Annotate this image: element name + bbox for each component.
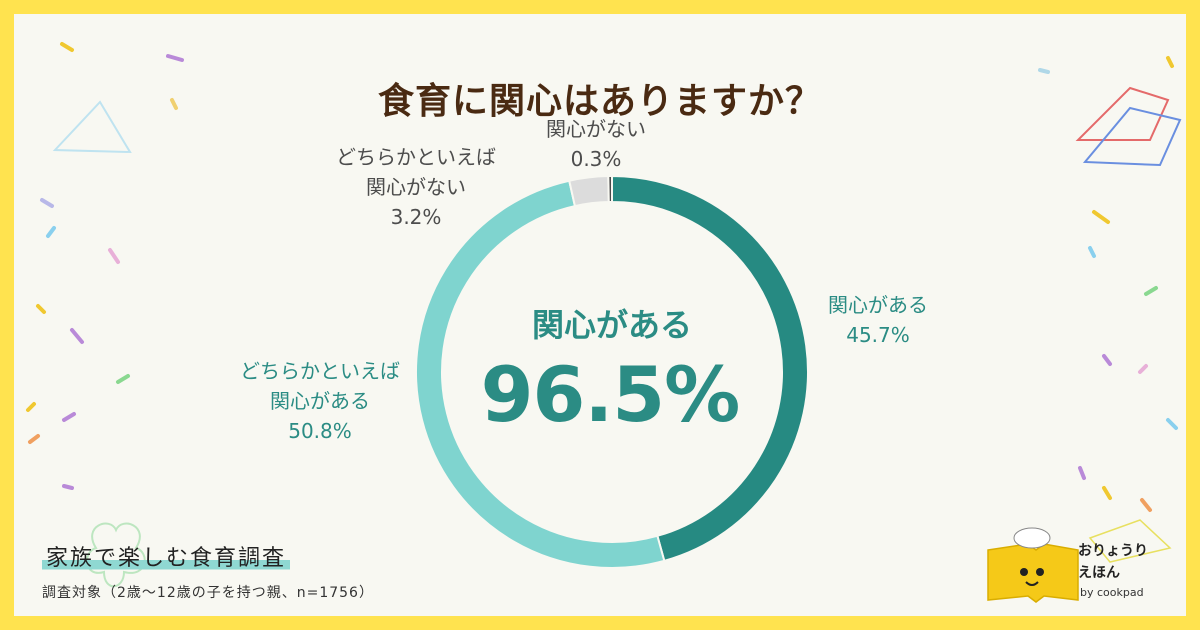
center-label: 関心がある [531, 306, 692, 344]
label-somewhat-not-pct: 3.2% [390, 205, 442, 229]
label-very-interested: 関心がある 45.7% [808, 290, 948, 350]
confetti [26, 42, 1178, 512]
slice-somewhat-not-interested [568, 175, 610, 208]
logo-frame [1088, 519, 1172, 563]
label-not-name: 関心がない [546, 117, 646, 141]
survey-note: 調査対象（2歳〜12歳の子を持つ親、n=1756） [42, 585, 374, 601]
label-very-name: 関心がある [828, 293, 928, 317]
logo-by-text: by cookpad [1080, 586, 1144, 599]
logo-text-line1: おりょうり [1078, 543, 1148, 559]
triangle-decoration [52, 100, 132, 154]
logo-text-line2: えほん [1078, 565, 1120, 581]
label-not-pct: 0.3% [570, 147, 622, 171]
survey-title: 家族で楽しむ食育調査 [42, 540, 291, 572]
quad-decoration-blue [1082, 106, 1182, 167]
page-title: 食育に関心はありますか？ [377, 81, 822, 123]
label-somewhat-pct: 50.8% [288, 419, 352, 443]
book-icon [987, 543, 1079, 603]
label-somewhat-not-line2: 関心がない [366, 175, 466, 199]
center-value: 96.5% [480, 350, 741, 439]
label-somewhat-interested: どちらかといえば 関心がある 50.8% [220, 356, 420, 446]
label-not-interested: 関心がない 0.3% [526, 114, 666, 174]
slice-not-interested [607, 174, 613, 204]
label-somewhat-line2: 関心がある [270, 389, 370, 413]
label-very-pct: 45.7% [846, 323, 910, 347]
quad-decoration-red [1075, 86, 1170, 141]
label-somewhat-not-line1: どちらかといえば [336, 145, 496, 169]
cookpad-logo [987, 519, 1172, 603]
label-somewhat-not-interested: どちらかといえば 関心がない 3.2% [316, 142, 516, 232]
card [14, 14, 1186, 616]
chef-hat-icon [1013, 527, 1051, 549]
label-somewhat-line1: どちらかといえば [240, 359, 400, 383]
